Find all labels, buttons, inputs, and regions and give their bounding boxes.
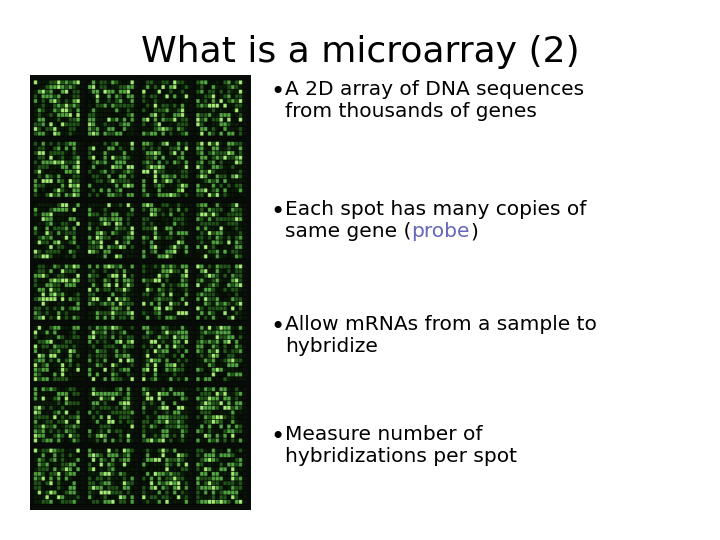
Text: hybridizations per spot: hybridizations per spot bbox=[285, 447, 517, 466]
Text: probe: probe bbox=[411, 222, 470, 241]
Text: Each spot has many copies of: Each spot has many copies of bbox=[285, 200, 586, 219]
Text: •: • bbox=[270, 80, 284, 104]
Text: from thousands of genes: from thousands of genes bbox=[285, 102, 537, 121]
Text: A 2D array of DNA sequences: A 2D array of DNA sequences bbox=[285, 80, 584, 99]
Text: •: • bbox=[270, 315, 284, 339]
Text: •: • bbox=[270, 425, 284, 449]
Text: What is a microarray (2): What is a microarray (2) bbox=[140, 35, 580, 69]
Text: Allow mRNAs from a sample to: Allow mRNAs from a sample to bbox=[285, 315, 597, 334]
Text: same gene (: same gene ( bbox=[285, 222, 411, 241]
Text: hybridize: hybridize bbox=[285, 337, 378, 356]
Text: ): ) bbox=[470, 222, 478, 241]
Text: Measure number of: Measure number of bbox=[285, 425, 482, 444]
Text: •: • bbox=[270, 200, 284, 224]
